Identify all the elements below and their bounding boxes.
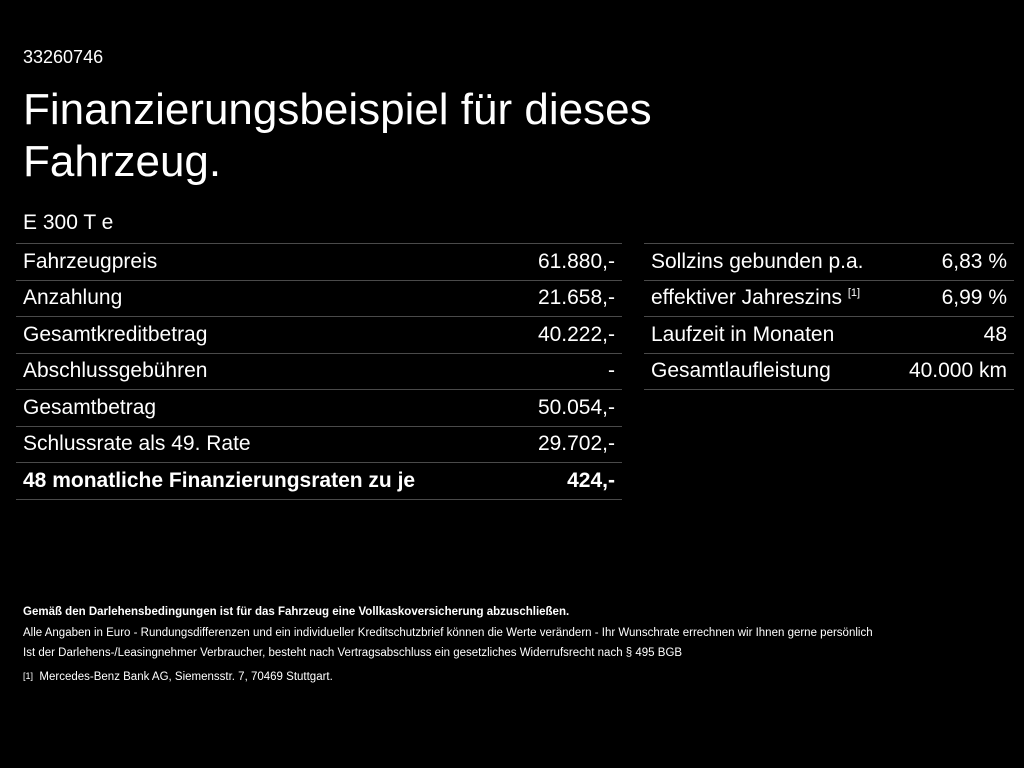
row-label-cell: Schlussrate als 49. Rate [16,426,511,463]
row-label-cell: Sollzins gebunden p.a. [644,243,892,281]
row-label: Gesamtlaufleistung [651,359,831,383]
row-label: Gesamtkreditbetrag [23,322,208,346]
row-value: 50.054,- [511,389,622,427]
table-row: effektiver Jahreszins [1] 6,99 % [644,280,1014,317]
footnote-marker: [1] [23,671,34,681]
row-label: Gesamtbetrag [23,395,157,419]
row-label-cell: Fahrzeugpreis [16,243,511,281]
model: E 300 T e [23,211,114,234]
table-row: Gesamtkreditbetrag 40.222,- [16,316,622,354]
row-label-cell: Laufzeit in Monaten [644,316,892,354]
row-label-cell: effektiver Jahreszins [1] [644,280,892,317]
footnote-ref: [1] [847,287,861,300]
table-row: Anzahlung 21.658,- [16,280,622,317]
row-label: Abschlussgebühren [23,359,208,383]
offer-id: 33260746 [23,47,104,67]
table-row: Laufzeit in Monaten 48 [644,316,1014,354]
title-line: Fahrzeug. [23,137,222,186]
row-value: 40.000 km [891,353,1014,390]
row-value: 6,99 % [891,280,1014,317]
footnote: [1] Mercedes-Benz Bank AG, Siemensstr. 7… [23,671,333,683]
footer-note: Ist der Darlehens-/Leasingnehmer Verbrau… [23,647,683,659]
row-label: Anzahlung [23,286,123,310]
row-label: Schlussrate als 49. Rate [23,432,251,456]
footnote-text: Mercedes-Benz Bank AG, Siemensstr. 7, 70… [39,671,333,683]
footer-note: Alle Angaben in Euro - Rundungsdifferenz… [23,627,873,639]
row-label: 48 monatliche Finanzierungsraten zu je [23,468,416,492]
table-row: Schlussrate als 49. Rate 29.702,- [16,426,622,463]
row-label: effektiver Jahreszins [651,286,843,310]
financing-table: Fahrzeugpreis 61.880,- Anzahlung 21.658,- Ge… [16,243,622,500]
title: Finanzierungsbeispiel für dieses Fahrzeug… [23,84,652,188]
table-row: 48 monatliche Finanzierungsraten zu je 42… [16,462,622,500]
row-value: 61.880,- [511,243,622,281]
row-label: Laufzeit in Monaten [651,322,835,346]
row-label-cell: 48 monatliche Finanzierungsraten zu je [16,462,511,500]
row-label-cell: Abschlussgebühren [16,353,511,390]
row-value: - [511,353,622,390]
row-label-cell: Gesamtbetrag [16,389,511,427]
row-value: 48 [891,316,1014,354]
table-row: Sollzins gebunden p.a. 6,83 % [644,243,1014,281]
row-value: 6,83 % [891,243,1014,281]
table-row: Abschlussgebühren - [16,353,622,390]
row-value: 21.658,- [511,280,622,317]
terms-table: Sollzins gebunden p.a. 6,83 % effektiver J… [644,243,1014,390]
table-row: Gesamtlaufleistung 40.000 km [644,353,1014,390]
row-value: 29.702,- [511,426,622,463]
row-value: 424,- [511,462,622,500]
table-row: Gesamtbetrag 50.054,- [16,389,622,427]
table-row: Fahrzeugpreis 61.880,- [16,243,622,281]
row-label-cell: Gesamtkreditbetrag [16,316,511,354]
row-label: Fahrzeugpreis [23,249,158,273]
row-value: 40.222,- [511,316,622,354]
row-label-cell: Anzahlung [16,280,511,317]
row-label-cell: Gesamtlaufleistung [644,353,892,390]
title-line: Finanzierungsbeispiel für dieses [23,85,652,134]
row-label: Sollzins gebunden p.a. [651,249,864,273]
footer-note: Gemäß den Darlehensbedingungen ist für d… [23,606,570,618]
